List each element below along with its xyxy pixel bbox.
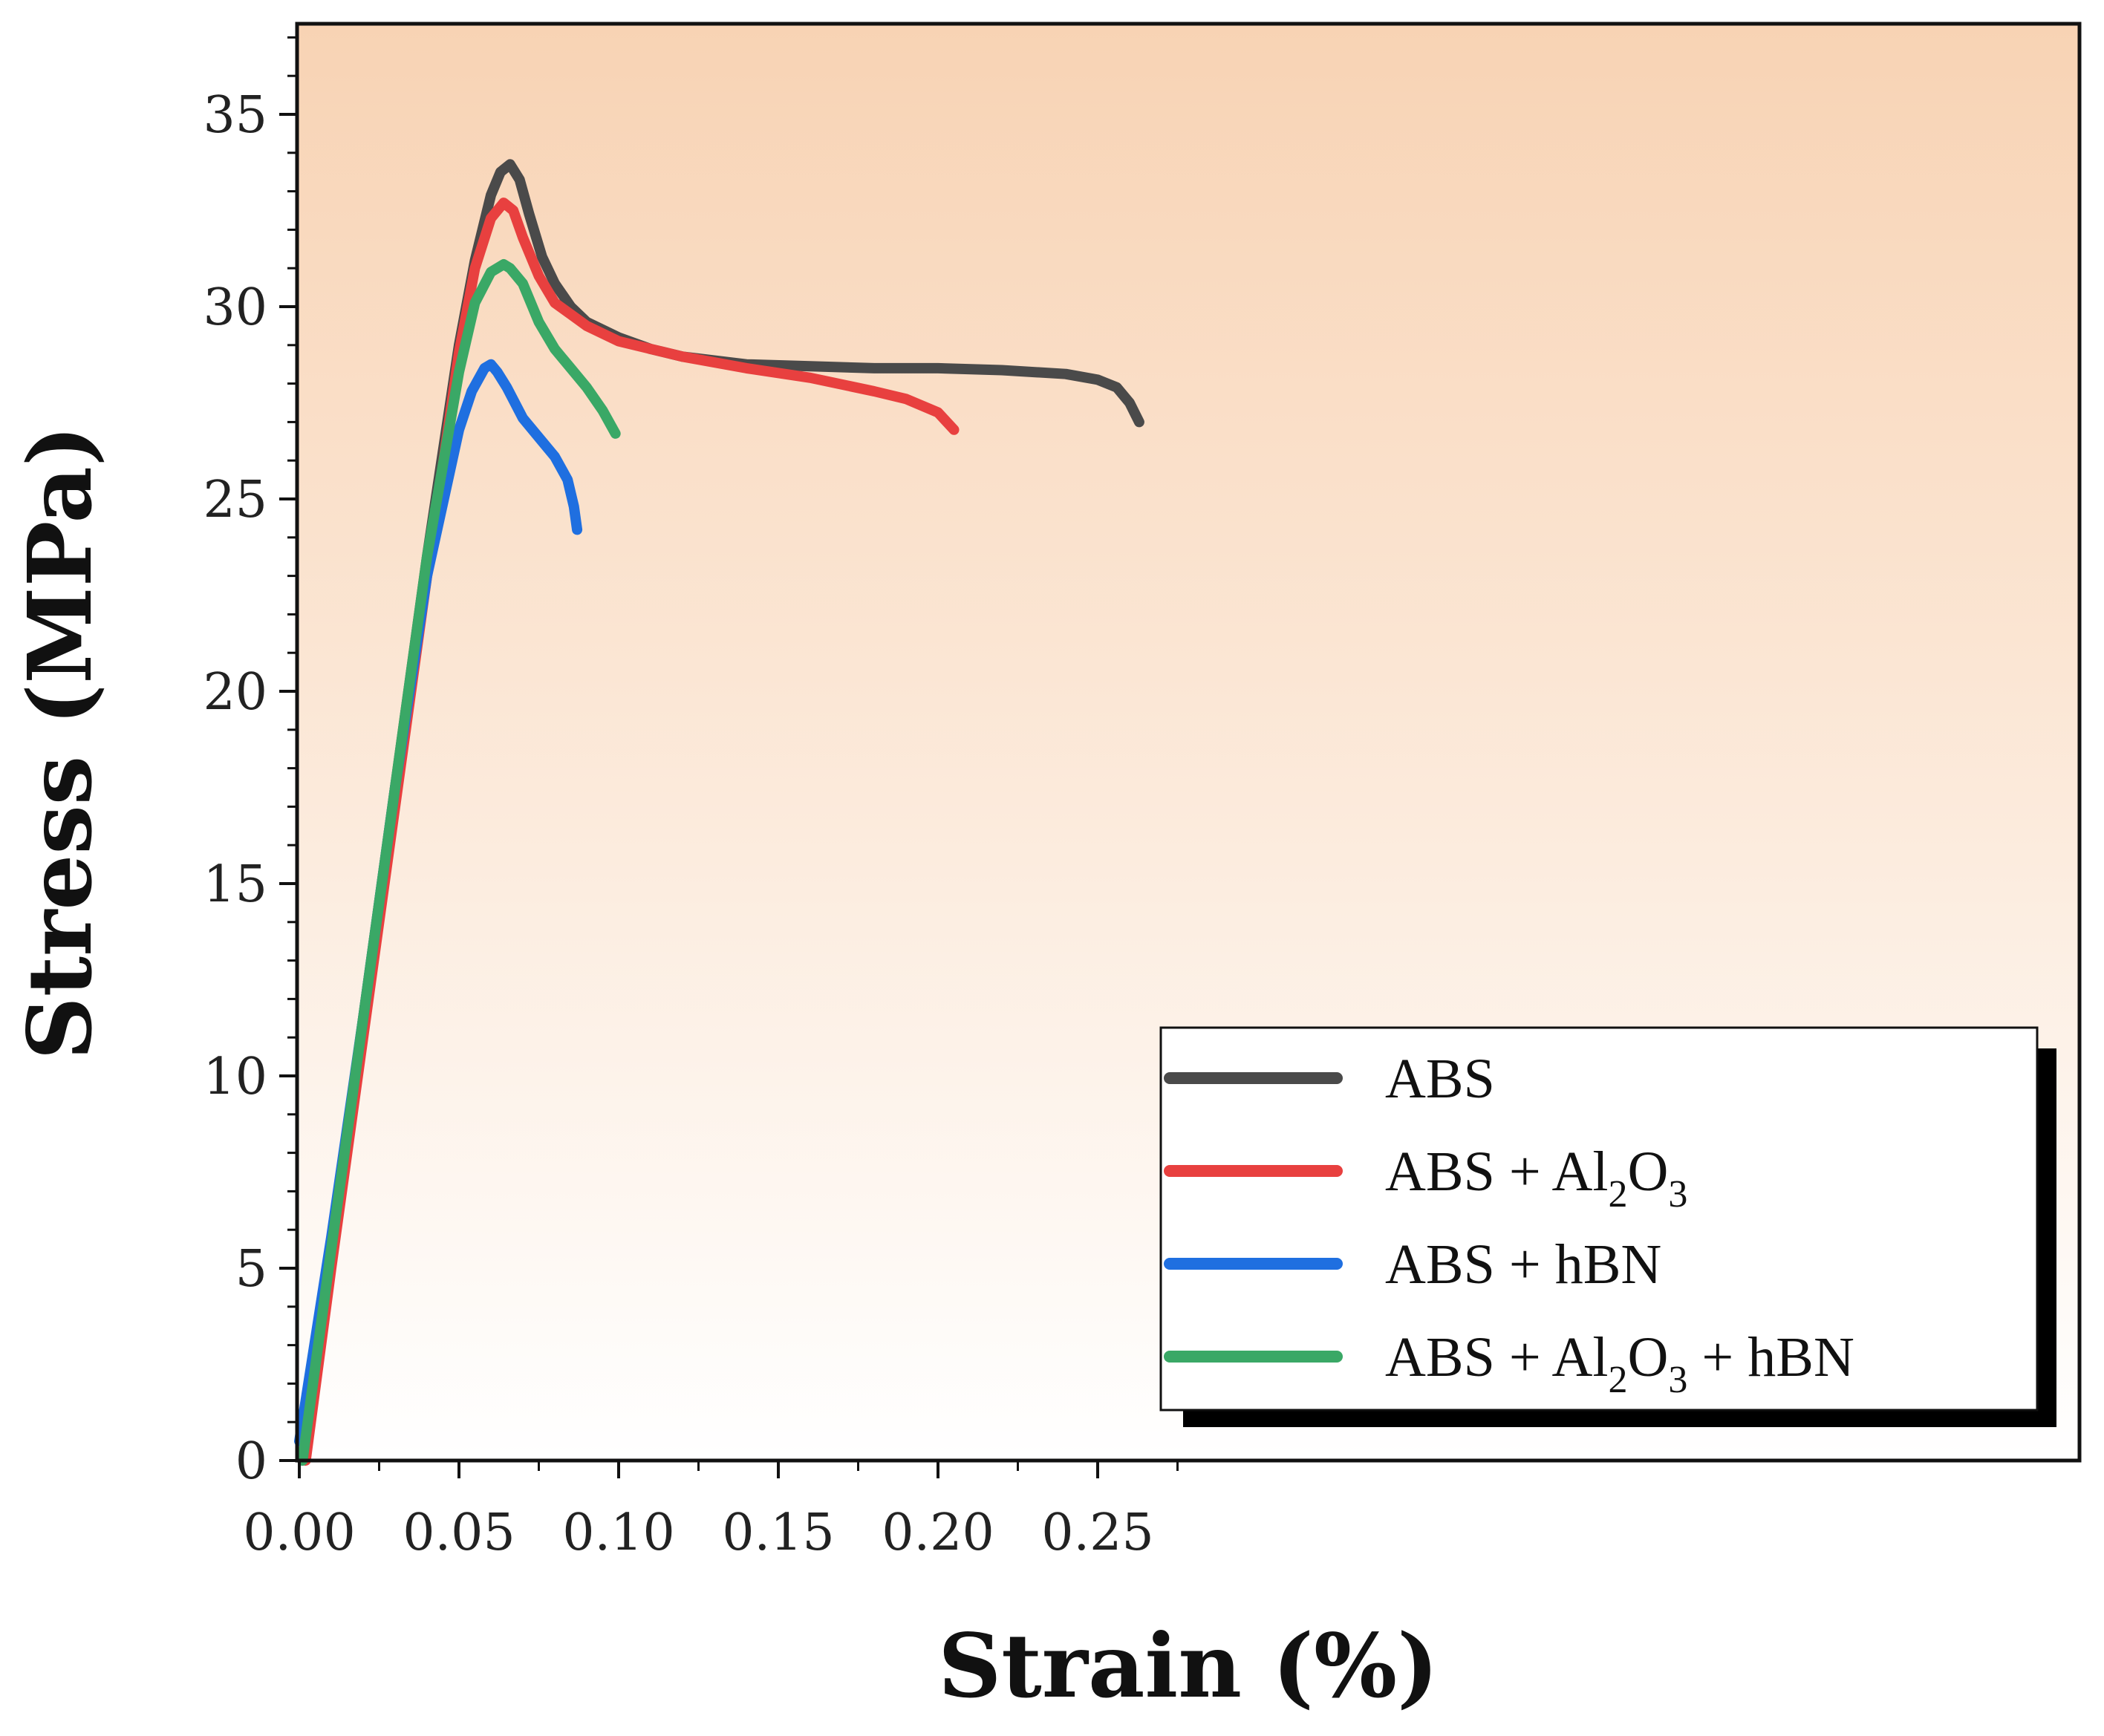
legend-label-1: ABS + Al2O3 <box>1385 1141 1687 1215</box>
legend-label-0: ABS <box>1385 1048 1495 1110</box>
x-axis-title: Strain (%) <box>938 1614 1439 1717</box>
x-tick-label: 0.15 <box>722 1504 834 1562</box>
legend-box <box>1159 1026 2039 1412</box>
x-tick-label: 0.00 <box>243 1504 355 1562</box>
y-tick-label: 15 <box>203 855 267 914</box>
x-tick-label: 0.20 <box>882 1504 994 1562</box>
legend-entries: ABS ABS + Al2O3 ABS + hBN ABS + Al2O3 + hBN <box>1164 1048 1854 1401</box>
legend-label-2: ABS + hBN <box>1385 1233 1661 1296</box>
y-tick-label: 0 <box>235 1432 267 1491</box>
axis-tick-labels: 0.00 0.05 0.10 0.15 0.20 0.25 0 5 10 15 20 25 30 35 <box>203 86 1153 1562</box>
plot-frame <box>295 22 2082 1463</box>
y-tick-label: 35 <box>203 86 267 145</box>
y-tick-label: 25 <box>203 471 267 529</box>
y-tick-label: 30 <box>203 278 267 337</box>
y-tick-label: 10 <box>203 1048 267 1106</box>
x-tick-label: 0.10 <box>562 1504 674 1562</box>
series-lines <box>294 159 1144 1466</box>
y-axis-title: Stress (MPa) <box>8 425 111 1060</box>
y-tick-label: 5 <box>235 1240 267 1299</box>
x-tick-label: 0.25 <box>1041 1504 1153 1562</box>
legend: ABS ABS + Al2O3 ABS + hBN ABS + Al2O3 + hBN <box>1159 1026 2056 1427</box>
series-line-3 <box>297 259 621 1466</box>
x-tick-label: 0.05 <box>403 1504 515 1562</box>
axis-ticks <box>279 36 1179 1478</box>
y-tick-label: 20 <box>203 663 267 722</box>
legend-label-3: ABS + Al2O3 + hBN <box>1385 1326 1854 1401</box>
